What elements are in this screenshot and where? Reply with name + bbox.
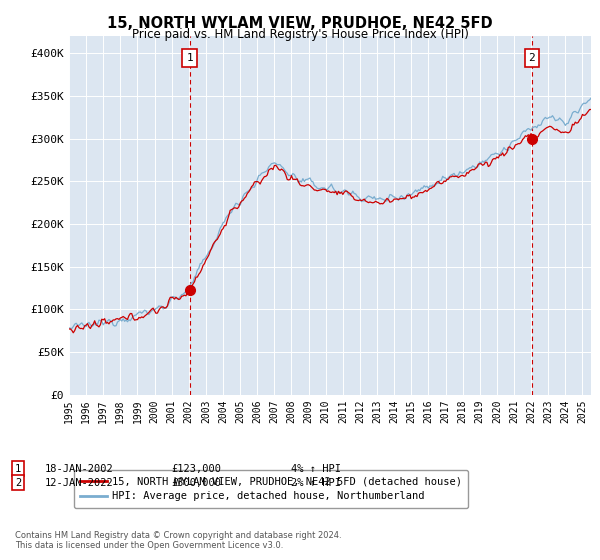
Text: Price paid vs. HM Land Registry's House Price Index (HPI): Price paid vs. HM Land Registry's House … — [131, 28, 469, 41]
Text: £300,000: £300,000 — [171, 478, 221, 488]
Text: £123,000: £123,000 — [171, 464, 221, 474]
Text: 4% ↑ HPI: 4% ↑ HPI — [291, 464, 341, 474]
Text: 2: 2 — [15, 478, 21, 488]
Text: Contains HM Land Registry data © Crown copyright and database right 2024.
This d: Contains HM Land Registry data © Crown c… — [15, 531, 341, 550]
Legend: 15, NORTH WYLAM VIEW, PRUDHOE, NE42 5FD (detached house), HPI: Average price, de: 15, NORTH WYLAM VIEW, PRUDHOE, NE42 5FD … — [74, 470, 468, 507]
Text: 15, NORTH WYLAM VIEW, PRUDHOE, NE42 5FD: 15, NORTH WYLAM VIEW, PRUDHOE, NE42 5FD — [107, 16, 493, 31]
Text: 18-JAN-2002: 18-JAN-2002 — [45, 464, 114, 474]
Text: 1: 1 — [15, 464, 21, 474]
Text: 2% ↑ HPI: 2% ↑ HPI — [291, 478, 341, 488]
Text: 1: 1 — [186, 53, 193, 63]
Text: 2: 2 — [529, 53, 535, 63]
Text: 12-JAN-2022: 12-JAN-2022 — [45, 478, 114, 488]
